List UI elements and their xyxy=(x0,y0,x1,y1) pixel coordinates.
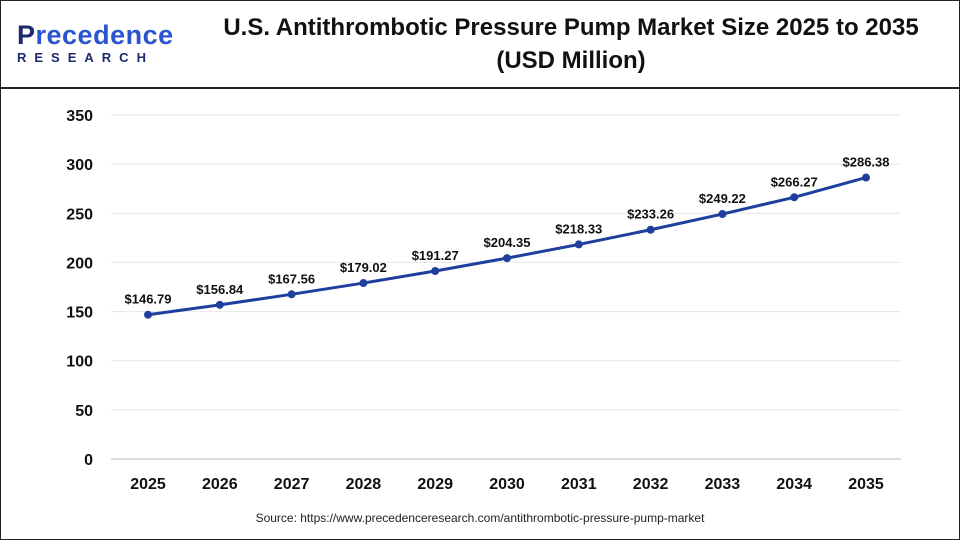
chart-title: U.S. Antithrombotic Pressure Pump Market… xyxy=(191,11,951,77)
data-label: $233.26 xyxy=(627,207,674,222)
data-point xyxy=(359,279,368,288)
x-tick-label: 2025 xyxy=(130,476,166,493)
logo-subtext: RESEARCH xyxy=(17,50,154,65)
y-tick-label: 0 xyxy=(84,452,93,469)
data-label: $204.35 xyxy=(484,235,531,250)
data-label: $179.02 xyxy=(340,260,387,275)
data-point xyxy=(215,300,224,309)
x-tick-label: 2027 xyxy=(274,476,310,493)
data-point xyxy=(503,254,511,263)
data-point xyxy=(431,267,440,276)
data-point xyxy=(718,210,727,219)
logo-letter: P xyxy=(17,20,36,50)
y-tick-label: 100 xyxy=(66,354,93,371)
data-label: $167.56 xyxy=(268,271,315,286)
data-point xyxy=(790,193,799,202)
data-point xyxy=(646,225,655,234)
data-label: $146.79 xyxy=(125,292,172,307)
data-label: $266.27 xyxy=(771,174,818,189)
title-line-1: U.S. Antithrombotic Pressure Pump Market… xyxy=(223,14,919,41)
source-note: Source: https://www.precedenceresearch.c… xyxy=(255,511,705,525)
data-label: $286.38 xyxy=(843,155,890,170)
y-tick-label: 350 xyxy=(66,108,93,125)
logo-text: recedence xyxy=(35,20,174,50)
x-tick-label: 2034 xyxy=(776,476,812,493)
precedence-research-logo: Precedence RESEARCH xyxy=(17,21,174,65)
x-tick-label: 2026 xyxy=(202,476,238,493)
y-tick-label: 300 xyxy=(66,157,93,174)
data-label: $156.84 xyxy=(196,282,244,297)
x-tick-label: 2030 xyxy=(489,476,525,493)
y-tick-label: 250 xyxy=(66,206,93,223)
y-tick-label: 150 xyxy=(66,305,93,322)
x-tick-label: 2035 xyxy=(848,476,884,493)
x-tick-label: 2028 xyxy=(346,476,382,493)
title-line-2: (USD Million) xyxy=(496,47,646,74)
data-point xyxy=(287,290,296,299)
data-point xyxy=(574,240,583,249)
x-tick-label: 2029 xyxy=(417,476,453,493)
x-tick-label: 2031 xyxy=(561,476,597,493)
data-point xyxy=(144,310,152,319)
x-tick-label: 2033 xyxy=(705,476,741,493)
data-label: $249.22 xyxy=(699,191,746,206)
x-tick-label: 2032 xyxy=(633,476,669,493)
y-tick-label: 50 xyxy=(75,403,93,420)
header: Precedence RESEARCH U.S. Antithrombotic … xyxy=(1,1,959,89)
data-point xyxy=(862,173,870,182)
y-tick-label: 200 xyxy=(66,255,93,272)
data-label: $191.27 xyxy=(412,248,459,263)
data-label: $218.33 xyxy=(555,221,602,236)
